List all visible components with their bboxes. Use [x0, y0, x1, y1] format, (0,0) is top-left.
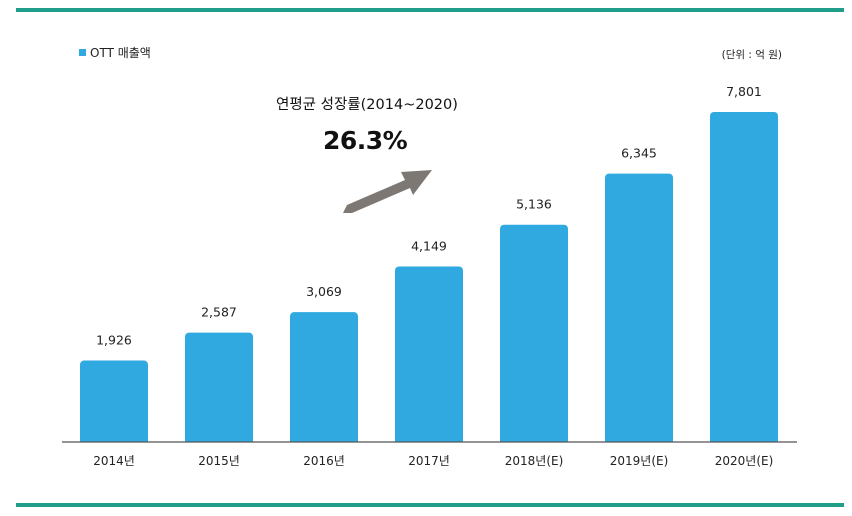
x-tick-label: 2014년 — [93, 454, 135, 468]
bar-value-label: 4,149 — [411, 238, 447, 253]
legend-swatch — [79, 49, 86, 56]
bar-value-label: 3,069 — [306, 284, 342, 299]
bar-value-label: 7,801 — [726, 84, 762, 99]
legend-label: OTT 매출액 — [90, 46, 151, 60]
x-tick-label: 2015년 — [198, 454, 240, 468]
growth-arrow-icon — [343, 170, 432, 213]
cagr-value: 26.3% — [323, 126, 408, 155]
bottom-rule — [16, 503, 844, 507]
bar-value-label: 6,345 — [621, 146, 657, 161]
bar-2016년 — [290, 312, 358, 448]
unit-note: (단위 : 억 원) — [721, 49, 782, 61]
bar-value-label: 1,926 — [96, 333, 132, 348]
bar-value-label: 2,587 — [201, 305, 237, 320]
bar-2020년(E) — [710, 112, 778, 448]
legend: OTT 매출액 — [79, 44, 151, 61]
x-tick-label: 2020년(E) — [715, 454, 774, 468]
x-tick-label: 2019년(E) — [610, 454, 669, 468]
bar-2019년(E) — [605, 173, 673, 448]
bar-2015년 — [185, 332, 253, 448]
bar-2018년(E) — [500, 224, 568, 448]
cagr-label: 연평균 성장률(2014~2020) — [276, 97, 458, 113]
bar-2014년 — [80, 360, 148, 448]
x-tick-label: 2017년 — [408, 454, 450, 468]
axis-cover — [60, 442, 800, 448]
bar-2017년 — [395, 266, 463, 448]
bar-value-label: 5,136 — [516, 197, 552, 212]
x-tick-label: 2018년(E) — [505, 454, 564, 468]
x-tick-label: 2016년 — [303, 454, 345, 468]
top-rule — [16, 8, 844, 12]
